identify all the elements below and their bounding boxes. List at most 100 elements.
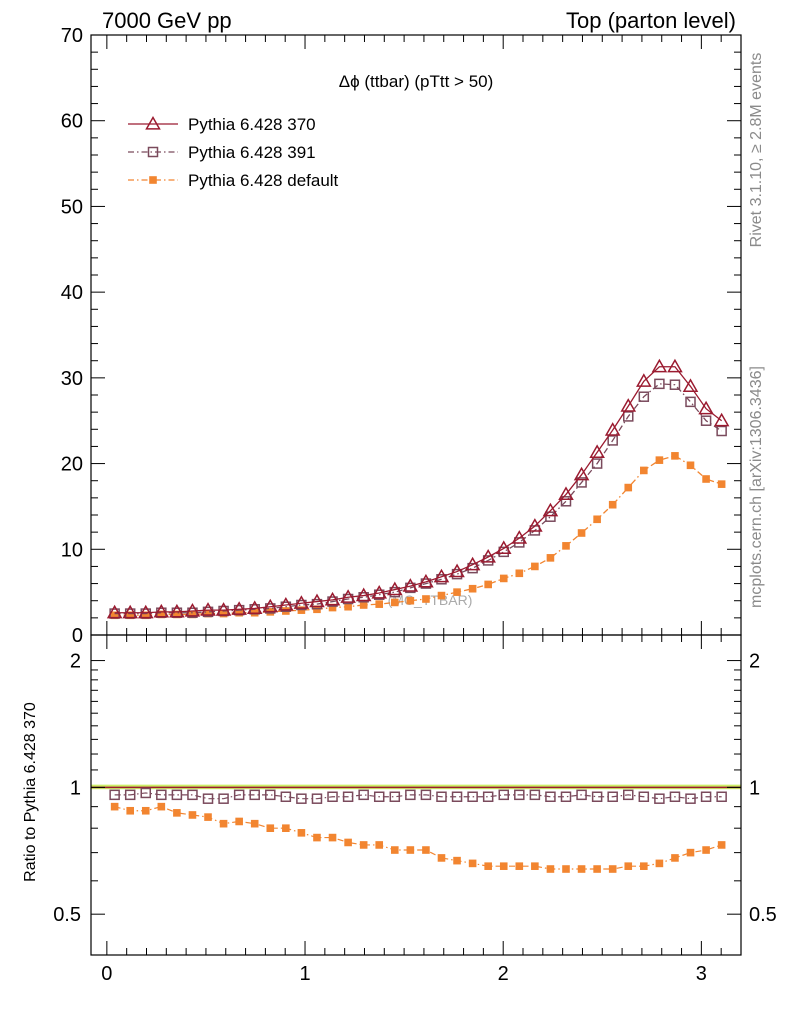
- ratio-point: [686, 848, 695, 857]
- data-point: [577, 529, 586, 537]
- data-point: [527, 518, 543, 532]
- data-point: [406, 596, 415, 605]
- ratio-point: [328, 833, 337, 842]
- data-point: [604, 422, 621, 436]
- ratio-point: [390, 846, 399, 854]
- legend-marker: [145, 115, 161, 130]
- data-point: [344, 602, 352, 611]
- main-ytick-label: 70: [61, 25, 83, 47]
- data-point: [682, 378, 699, 393]
- ratio-point: [685, 793, 696, 804]
- data-point: [169, 603, 185, 618]
- ratio-point: [593, 865, 601, 873]
- data-point: [515, 569, 524, 578]
- data-point: [387, 581, 403, 596]
- data-point: [591, 458, 603, 469]
- data-point: [110, 611, 119, 620]
- mcplots-label: mcplots.cern.ch [arXiv:1306.3436]: [748, 366, 765, 608]
- data-point: [402, 578, 419, 592]
- ratio-point: [514, 789, 525, 801]
- data-point: [468, 584, 477, 593]
- ratio-ytick-label: 1: [70, 777, 81, 799]
- data-point: [200, 602, 216, 616]
- ratio-point: [484, 862, 492, 870]
- ratio-point: [344, 838, 352, 847]
- data-point: [449, 563, 465, 578]
- data-point: [576, 477, 587, 488]
- ratio-point: [436, 791, 447, 803]
- series-open-triangle: [106, 358, 730, 619]
- data-point: [106, 604, 123, 619]
- ratio-point: [373, 791, 385, 803]
- ratio-point: [531, 862, 539, 870]
- data-point: [235, 608, 243, 617]
- data-point: [713, 412, 730, 427]
- ratio-point: [202, 793, 214, 804]
- data-point: [340, 589, 356, 603]
- ratio-point: [576, 789, 587, 801]
- ratio-point: [249, 789, 260, 801]
- data-point: [669, 379, 681, 390]
- ratio-point: [110, 802, 119, 811]
- data-point: [495, 540, 512, 555]
- ratio-point: [405, 789, 416, 801]
- data-point: [184, 602, 201, 617]
- ratio-point: [141, 806, 150, 815]
- data-point: [422, 595, 430, 603]
- ratio-point: [562, 865, 570, 873]
- main-ytick-label: 40: [61, 282, 83, 304]
- ratio-panel-frame: [90, 634, 742, 956]
- xtick-label: 3: [696, 963, 707, 985]
- ratio-point: [451, 791, 463, 803]
- header-left: 7000 GeV pp: [102, 8, 232, 33]
- data-point: [623, 411, 634, 422]
- data-point: [153, 603, 170, 618]
- ratio-point: [591, 791, 603, 803]
- data-point: [562, 542, 570, 550]
- data-point: [188, 610, 197, 619]
- data-point: [157, 610, 166, 619]
- main-ytick-label: 0: [72, 625, 83, 647]
- ratio-point: [109, 789, 120, 801]
- data-point: [328, 603, 337, 612]
- data-point: [608, 500, 617, 509]
- ratio-point: [296, 793, 307, 804]
- data-point: [480, 548, 496, 563]
- xtick-label: 0: [101, 963, 112, 985]
- ratio-point: [171, 789, 183, 801]
- ratio-point: [358, 789, 369, 801]
- ratio-point: [359, 841, 368, 849]
- ratio-point: [437, 854, 446, 862]
- ratio-point: [577, 865, 586, 873]
- ratio-point: [453, 856, 461, 865]
- ratio-point: [499, 862, 508, 870]
- ratio-point: [327, 791, 338, 803]
- legend-label: Pythia 6.428 391: [188, 143, 316, 162]
- data-point: [390, 598, 399, 607]
- legend-marker: [149, 176, 157, 184]
- data-point: [531, 562, 539, 571]
- rivet-label: Rivet 3.1.10, ≥ 2.8M events: [748, 53, 765, 248]
- ratio-series-filled-square: [110, 802, 726, 873]
- ratio-point: [515, 862, 524, 870]
- ratio-ytick-label-right: 2: [749, 651, 760, 673]
- data-point: [293, 595, 310, 609]
- ratio-point: [157, 802, 166, 811]
- data-point: [137, 604, 154, 619]
- data-point: [359, 601, 368, 609]
- data-point: [560, 496, 572, 507]
- data-point: [640, 466, 648, 475]
- ratio-point: [297, 829, 306, 837]
- data-point: [716, 425, 727, 437]
- ratio-point: [173, 809, 181, 817]
- data-point: [453, 588, 461, 596]
- data-point: [573, 466, 590, 481]
- ratio-point: [716, 791, 727, 803]
- data-point: [671, 452, 679, 460]
- data-point: [433, 568, 450, 583]
- data-point: [717, 480, 726, 488]
- ratio-point: [640, 862, 648, 870]
- data-point: [375, 600, 384, 608]
- data-point: [467, 562, 478, 574]
